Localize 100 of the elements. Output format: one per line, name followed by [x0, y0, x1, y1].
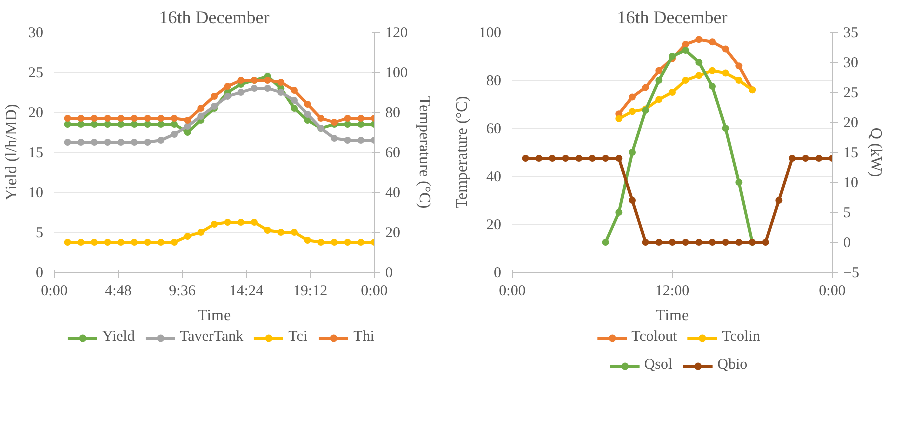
- point: [78, 239, 85, 246]
- point: [589, 155, 596, 162]
- legend-label: Qbio: [718, 357, 748, 374]
- point: [736, 179, 743, 186]
- point: [642, 239, 650, 246]
- point: [278, 229, 285, 236]
- x-tick-label: 19:12: [293, 284, 328, 300]
- point: [344, 121, 352, 128]
- point: [184, 123, 192, 130]
- legend-label: Tci: [288, 329, 309, 346]
- y2-tick-label: 20: [386, 226, 400, 242]
- point: [789, 155, 796, 162]
- point: [709, 239, 716, 246]
- point: [91, 121, 98, 128]
- point: [91, 115, 98, 122]
- y-tick-label: 80: [486, 74, 502, 90]
- point: [709, 83, 716, 90]
- point: [656, 67, 663, 74]
- point: [736, 77, 743, 84]
- point: [104, 239, 112, 246]
- x-tick-label: 9:36: [169, 284, 196, 300]
- point: [118, 239, 125, 246]
- point: [171, 239, 178, 246]
- point: [331, 135, 338, 142]
- point: [171, 121, 178, 128]
- legend-label: Tcolin: [722, 329, 760, 346]
- point: [64, 121, 72, 128]
- y-tick-label: 5: [36, 226, 44, 242]
- point: [131, 239, 138, 246]
- y-tick-label: 15: [28, 146, 44, 162]
- y-axis-title: Temperature (°C): [454, 96, 471, 209]
- y2-tick-label: 40: [386, 186, 400, 202]
- point: [224, 219, 232, 226]
- point: [144, 115, 152, 122]
- point: [669, 53, 676, 60]
- point: [171, 131, 178, 138]
- point: [696, 72, 703, 80]
- point: [198, 229, 205, 236]
- point: [722, 46, 730, 53]
- point: [131, 121, 138, 128]
- point: [118, 139, 125, 146]
- point: [158, 115, 165, 122]
- point: [776, 197, 783, 204]
- y2-tick-label: 20: [844, 116, 858, 132]
- point: [78, 121, 85, 128]
- point: [198, 113, 205, 120]
- y2-tick-label: 30: [844, 56, 858, 72]
- point: [184, 233, 192, 240]
- point: [64, 239, 72, 246]
- point: [358, 239, 365, 246]
- point: [238, 89, 245, 96]
- point: [536, 155, 543, 162]
- y-tick-label: 25: [28, 66, 44, 82]
- y2-tick-label: 100: [386, 66, 408, 82]
- y-tick-label: 10: [28, 186, 44, 202]
- y-tick-label: 0: [36, 266, 44, 282]
- point: [616, 155, 623, 162]
- x-tick-label: 14:24: [229, 284, 264, 300]
- x-tick-label: 12:00: [655, 284, 690, 300]
- y-tick-label: 30: [28, 26, 44, 42]
- point: [118, 115, 125, 122]
- point: [709, 38, 716, 46]
- point: [184, 117, 192, 124]
- point: [131, 139, 138, 146]
- legend-label: Yield: [102, 329, 135, 346]
- legend-label: Tcolout: [632, 329, 678, 346]
- point: [291, 229, 298, 236]
- point: [629, 94, 636, 101]
- x-tick-label: 4:48: [105, 284, 132, 300]
- point: [211, 221, 218, 228]
- point: [264, 85, 272, 92]
- point: [722, 125, 730, 132]
- point: [682, 77, 690, 84]
- x-tick-label: 0:00: [361, 284, 388, 300]
- y2-tick-label: 0: [386, 266, 393, 282]
- point: [656, 96, 663, 104]
- y-tick-label: 20: [486, 218, 502, 234]
- point: [629, 108, 636, 116]
- y2-tick-label: 120: [386, 26, 408, 42]
- y2-axis-title: Temperature (°C): [416, 96, 433, 209]
- point: [656, 239, 663, 246]
- point: [131, 115, 138, 122]
- y2-tick-label: 60: [386, 146, 400, 162]
- point: [669, 89, 676, 96]
- point: [118, 121, 125, 128]
- point: [358, 121, 365, 128]
- point: [264, 77, 272, 84]
- chart-title: 16th December: [617, 8, 728, 28]
- point: [104, 121, 112, 128]
- point: [318, 239, 325, 246]
- y2-tick-label: −5: [844, 266, 860, 282]
- point: [682, 41, 690, 48]
- y2-axis-title: Q (kW): [867, 128, 884, 178]
- y-tick-label: 20: [28, 106, 44, 122]
- point: [696, 59, 703, 66]
- point: [211, 93, 218, 100]
- point: [144, 139, 152, 146]
- point: [642, 84, 650, 92]
- y-tick-label: 0: [494, 266, 502, 282]
- point: [144, 239, 152, 246]
